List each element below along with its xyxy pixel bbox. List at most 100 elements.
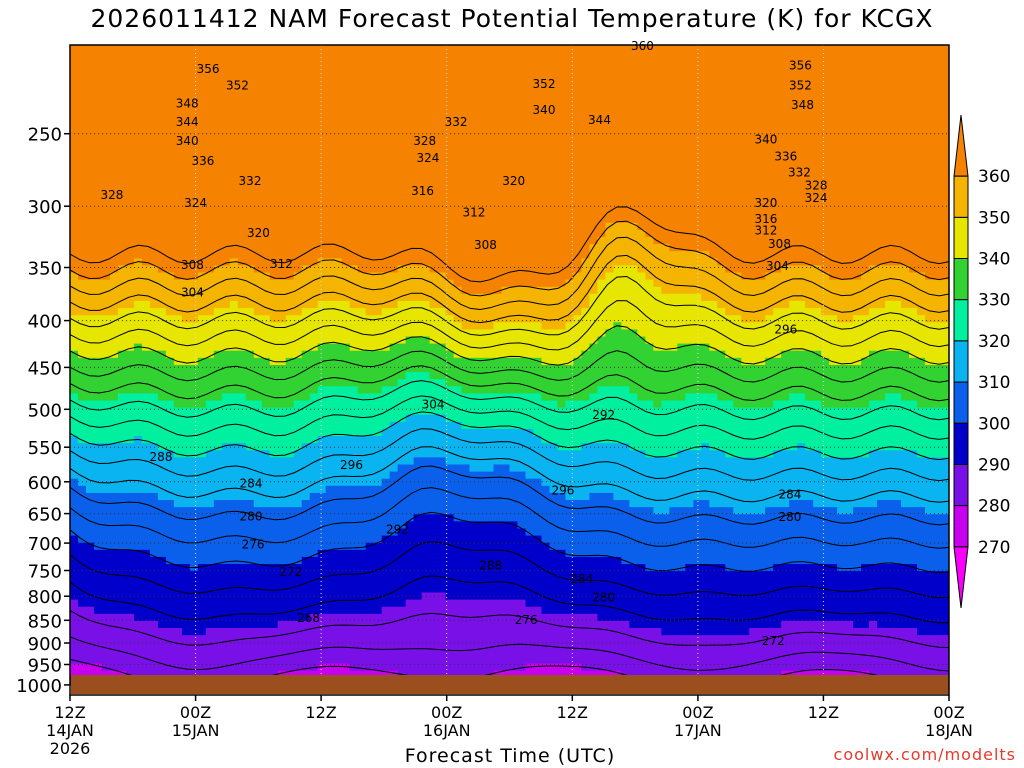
fill-cell — [229, 293, 239, 302]
fill-cell — [861, 73, 870, 82]
fill-cell — [397, 201, 407, 210]
fill-cell — [277, 308, 287, 316]
fill-cell — [133, 180, 143, 188]
fill-cell — [741, 272, 750, 281]
fill-cell — [141, 87, 151, 96]
fill-cell — [533, 272, 543, 281]
fill-cell — [701, 187, 710, 195]
fill-cell — [645, 151, 654, 160]
fill-cell — [581, 165, 591, 174]
fill-cell — [469, 158, 479, 167]
fill-cell — [557, 315, 567, 323]
fill-cell — [261, 45, 271, 53]
fill-cell — [821, 66, 830, 75]
fill-cell — [629, 80, 638, 89]
fill-cell — [173, 293, 183, 302]
fill-cell — [749, 108, 758, 117]
fill-cell — [317, 322, 327, 331]
fill-cell — [197, 144, 207, 153]
fill-cell — [133, 80, 143, 89]
fill-cell — [573, 108, 583, 117]
fill-cell — [597, 244, 606, 252]
fill-cell — [109, 308, 119, 316]
fill-cell — [70, 272, 79, 281]
fill-cell — [573, 116, 583, 124]
fill-cell — [501, 236, 511, 245]
fill-cell — [269, 215, 279, 224]
fill-cell — [373, 251, 383, 259]
fill-cell — [205, 286, 215, 295]
fill-cell — [141, 158, 151, 167]
fill-cell — [613, 343, 622, 352]
fill-cell — [597, 116, 606, 124]
fill-cell — [709, 265, 718, 274]
fill-cell — [317, 236, 327, 245]
fill-cell — [565, 108, 575, 117]
fill-cell — [733, 229, 742, 238]
fill-cell — [125, 158, 135, 167]
fill-cell — [157, 293, 167, 302]
fill-cell — [293, 187, 303, 195]
fill-cell — [941, 215, 949, 224]
fill-cell — [765, 59, 774, 67]
fill-cell — [349, 108, 359, 117]
fill-cell — [229, 94, 239, 103]
fill-cell — [741, 151, 750, 160]
fill-cell — [557, 180, 567, 188]
fill-cell — [885, 336, 894, 345]
fill-cell — [829, 94, 838, 103]
fill-cell — [453, 322, 463, 331]
fill-cell — [869, 180, 878, 188]
fill-cell — [717, 73, 726, 82]
fill-cell — [645, 130, 654, 139]
fill-cell — [205, 322, 215, 331]
fill-cell — [701, 343, 710, 352]
fill-cell — [509, 144, 519, 153]
fill-cell — [589, 45, 598, 53]
fill-cell — [789, 322, 798, 331]
fill-cell — [773, 343, 782, 352]
fill-cell — [613, 286, 622, 295]
fill-cell — [853, 73, 862, 82]
fill-cell — [245, 229, 255, 238]
fill-cell — [93, 187, 103, 195]
fill-cell — [629, 180, 638, 188]
fill-cell — [773, 52, 782, 60]
fill-cell — [573, 130, 583, 139]
fill-cell — [341, 265, 351, 274]
fill-cell — [253, 201, 263, 210]
fill-cell — [181, 236, 191, 245]
fill-cell — [661, 350, 670, 359]
fill-cell — [237, 322, 247, 331]
fill-cell — [269, 151, 279, 160]
fill-cell — [701, 194, 710, 203]
fill-cell — [269, 336, 279, 345]
fill-cell — [189, 187, 199, 195]
fill-cell — [733, 336, 742, 345]
fill-cell — [581, 94, 591, 103]
fill-cell — [381, 66, 391, 75]
fill-cell — [269, 116, 279, 124]
fill-cell — [645, 158, 654, 167]
fill-cell — [125, 265, 135, 274]
fill-cell — [557, 286, 567, 295]
fill-cell — [77, 73, 87, 82]
fill-cell — [701, 144, 710, 153]
fill-cell — [413, 343, 423, 352]
fill-cell — [837, 322, 846, 331]
fill-cell — [349, 201, 359, 210]
fill-cell — [877, 208, 886, 217]
fill-cell — [485, 215, 495, 224]
fill-cell — [549, 258, 559, 267]
fill-cell — [181, 350, 191, 359]
fill-cell — [893, 258, 902, 267]
fill-cell — [149, 101, 159, 110]
fill-cell — [837, 137, 846, 146]
fill-cell — [909, 108, 918, 117]
fill-cell — [933, 265, 942, 274]
fill-cell — [445, 101, 455, 110]
fill-cell — [357, 222, 367, 231]
fill-cell — [397, 265, 407, 274]
fill-cell — [77, 236, 87, 245]
fill-cell — [629, 265, 638, 274]
